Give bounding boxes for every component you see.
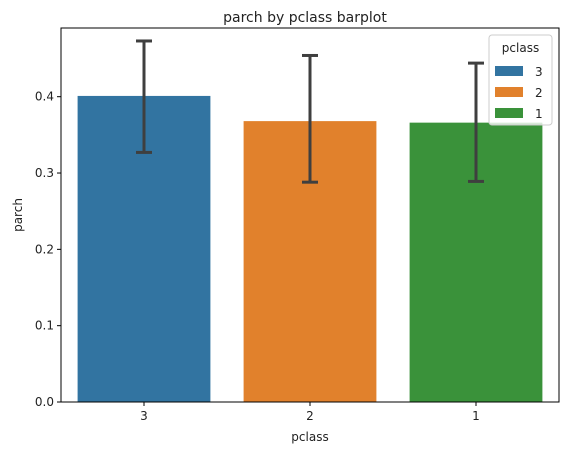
x-tick-label: 2 [306,409,314,423]
y-tick-label: 0.0 [35,395,54,409]
plot-area: 0.0 0.1 0.2 0.3 0.4 3 2 1 [35,39,543,423]
legend-label-1: 1 [535,107,543,121]
legend-swatch-2 [495,87,523,97]
y-tick-label: 0.4 [35,90,54,104]
legend-label-3: 3 [535,65,543,79]
x-axis-label: pclass [291,430,328,444]
y-axis-label: parch [11,198,25,232]
legend-box [488,34,553,126]
legend-swatch-1 [495,108,523,118]
y-tick-label: 0.1 [35,319,54,333]
x-tick-label: 3 [140,409,148,423]
legend-label-2: 2 [535,86,543,100]
legend-title: pclass [502,41,539,55]
y-tick-label: 0.3 [35,166,54,180]
plot-frame [60,27,560,403]
legend: pclass 3 2 1 [488,34,553,126]
chart-title: parch by pclass barplot [223,10,387,26]
legend-swatch-3 [495,66,523,76]
y-tick-label: 0.2 [35,242,54,256]
x-tick-label: 1 [472,409,480,423]
